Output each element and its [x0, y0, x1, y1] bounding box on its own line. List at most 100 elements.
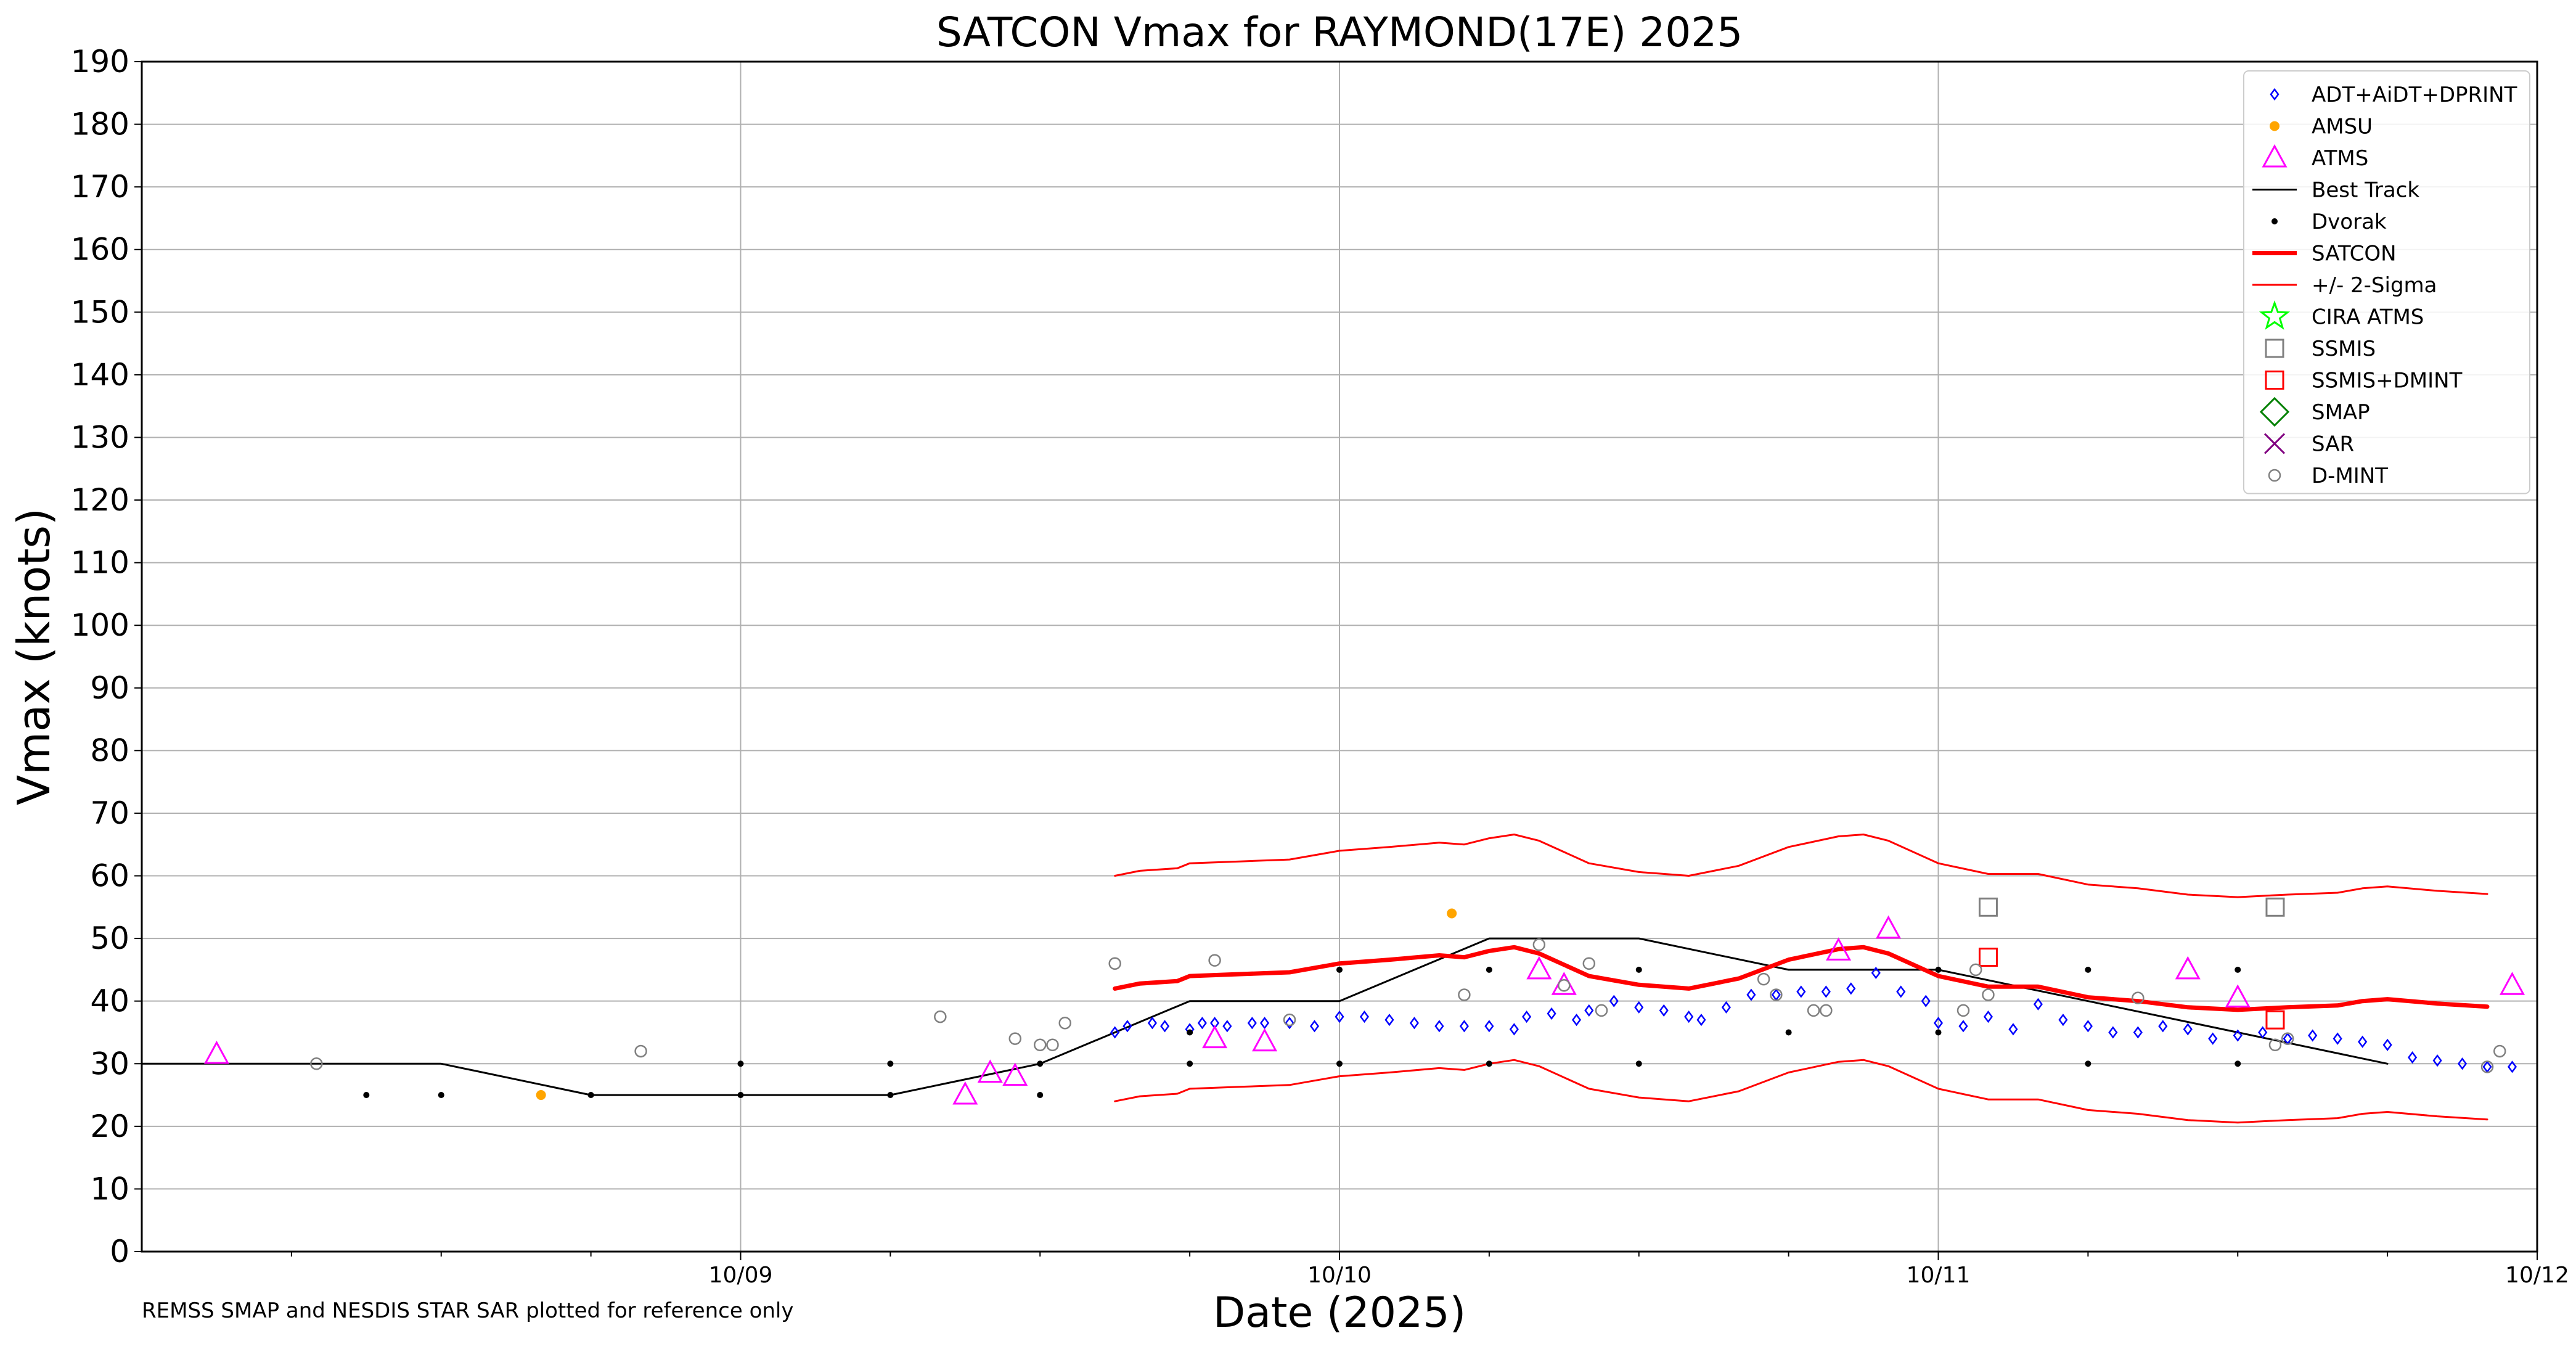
y-tick-label: 190: [71, 44, 129, 80]
adt-aidt-dprint-point: [2408, 1051, 2418, 1064]
d-mint-point: [1820, 1004, 1833, 1017]
d-mint-point: [1208, 954, 1221, 967]
dvorak-point: [737, 1060, 744, 1067]
chart-title: SATCON Vmax for RAYMOND(17E) 2025: [936, 9, 1743, 56]
dvorak-point: [1635, 1060, 1642, 1067]
adt-aidt-dprint-point: [1335, 1010, 1344, 1023]
adt-aidt-dprint-point: [1522, 1010, 1532, 1023]
d-mint-point: [1957, 1004, 1970, 1017]
dvorak-point: [1037, 1092, 1044, 1099]
d-mint-point: [310, 1057, 323, 1070]
d-mint-point: [1982, 988, 1995, 1001]
legend-swatch-sar-stroke: [2263, 433, 2286, 454]
dvorak-point: [2235, 1060, 2241, 1067]
x-axis-label: Date (2025): [1213, 1289, 1466, 1337]
legend-label-ssmis-dmint: SSMIS+DMINT: [2312, 369, 2463, 393]
adt-aidt-dprint-point: [1409, 1017, 1419, 1030]
legend-label-best-track: Best Track: [2312, 178, 2419, 203]
adt-aidt-dprint-point: [2233, 1029, 2243, 1042]
adt-aidt-dprint-point: [2208, 1032, 2218, 1045]
adt-aidt-dprint-point: [1260, 1017, 1270, 1030]
y-tick-label: 140: [71, 357, 129, 393]
adt-aidt-dprint-point: [2258, 1026, 2268, 1039]
adt-aidt-dprint-point: [1721, 1001, 1731, 1014]
dvorak-point: [2085, 1060, 2091, 1067]
best-track-line: [141, 937, 2389, 1096]
amsu-point: [536, 1090, 546, 1101]
dvorak-point: [887, 1060, 894, 1067]
adt-aidt-dprint-point: [1921, 994, 1931, 1007]
y-tick-label: 180: [71, 107, 129, 142]
adt-aidt-dprint-point: [2333, 1032, 2342, 1045]
dvorak-point: [737, 1092, 744, 1099]
d-mint-point: [1458, 988, 1471, 1001]
adt-aidt-dprint-point: [1434, 1020, 1444, 1033]
d-mint-point: [1283, 1013, 1296, 1027]
y-tick-label: 70: [90, 795, 129, 831]
adt-aidt-dprint-point: [2058, 1014, 2068, 1027]
adt-aidt-dprint-point: [1584, 1004, 1594, 1017]
dvorak-point: [1486, 966, 1492, 973]
d-mint-point: [1034, 1038, 1047, 1052]
dvorak-point: [1935, 966, 1942, 973]
d-mint-point: [1532, 938, 1546, 951]
adt-aidt-dprint-point: [1796, 985, 1806, 998]
dvorak-point: [1935, 1029, 1942, 1036]
dvorak-point: [2235, 966, 2241, 973]
adt-aidt-dprint-point: [2033, 998, 2043, 1011]
y-tick-label: 10: [90, 1171, 129, 1207]
amsu-point: [1447, 908, 1457, 919]
atms-point: [1252, 1028, 1278, 1052]
d-mint-point: [1757, 972, 1770, 986]
atms-point: [1826, 937, 1852, 961]
d-mint-point: [2132, 991, 2145, 1004]
adt-aidt-dprint-point: [2108, 1026, 2118, 1039]
ssmis-dmint-point: [2265, 1010, 2285, 1030]
adt-aidt-dprint-point: [1571, 1014, 1582, 1027]
adt-aidt-dprint-point: [1933, 1017, 1944, 1030]
adt-aidt-dprint-point: [1821, 985, 1831, 998]
adt-aidt-dprint-point: [1609, 994, 1619, 1007]
adt-aidt-dprint-point: [1222, 1020, 1232, 1033]
adt-aidt-dprint-point: [1459, 1020, 1469, 1033]
legend-label-dvorak: Dvorak: [2312, 210, 2387, 234]
dvorak-point: [363, 1092, 370, 1099]
dvorak-point: [2085, 966, 2091, 973]
legend-box: [2243, 70, 2530, 494]
satcon-line: [1113, 945, 2490, 1012]
adt-aidt-dprint-point: [1110, 1026, 1120, 1039]
dvorak-point: [887, 1092, 894, 1099]
adt-aidt-dprint-point: [1746, 988, 1756, 1001]
legend-swatch-cira-atms: [2259, 300, 2291, 330]
adt-aidt-dprint-point: [1634, 1001, 1644, 1014]
d-mint-point: [1108, 957, 1121, 970]
ssmis-point: [2265, 897, 2285, 917]
legend-swatch-ssmis-dmint: [2265, 371, 2284, 390]
legend-label-d-mint: D-MINT: [2312, 464, 2388, 488]
dvorak-point: [1635, 966, 1642, 973]
d-mint-point: [634, 1044, 647, 1058]
ssmis-point: [1978, 897, 1998, 917]
d-mint-point: [1770, 988, 1783, 1001]
y-tick-label: 130: [71, 419, 129, 455]
atms-point: [1002, 1062, 1028, 1086]
adt-aidt-dprint-point: [1846, 982, 1856, 995]
x-tick-label: 10/12: [2505, 1263, 2569, 1288]
legend-swatch-smap: [2259, 396, 2290, 427]
adt-aidt-dprint-point: [2458, 1057, 2468, 1070]
dvorak-point: [1336, 966, 1343, 973]
reference-note: REMSS SMAP and NESDIS STAR SAR plotted f…: [142, 1298, 794, 1323]
2-sigma-line: [1114, 834, 2488, 898]
y-axis-label: Vmax (knots): [8, 508, 60, 805]
adt-aidt-dprint-point: [2133, 1026, 2143, 1039]
y-tick-label: 170: [71, 169, 129, 205]
adt-aidt-dprint-point: [2382, 1038, 2392, 1051]
adt-aidt-dprint-point: [2358, 1035, 2368, 1048]
d-mint-point: [1058, 1016, 1071, 1030]
d-mint-point: [934, 1010, 947, 1023]
legend-swatch-adt-aidt-dprint: [2270, 88, 2280, 101]
y-tick-label: 120: [71, 482, 129, 518]
adt-aidt-dprint-point: [1247, 1017, 1257, 1030]
dvorak-point: [1037, 1060, 1044, 1067]
y-tick-label: 40: [90, 983, 129, 1019]
